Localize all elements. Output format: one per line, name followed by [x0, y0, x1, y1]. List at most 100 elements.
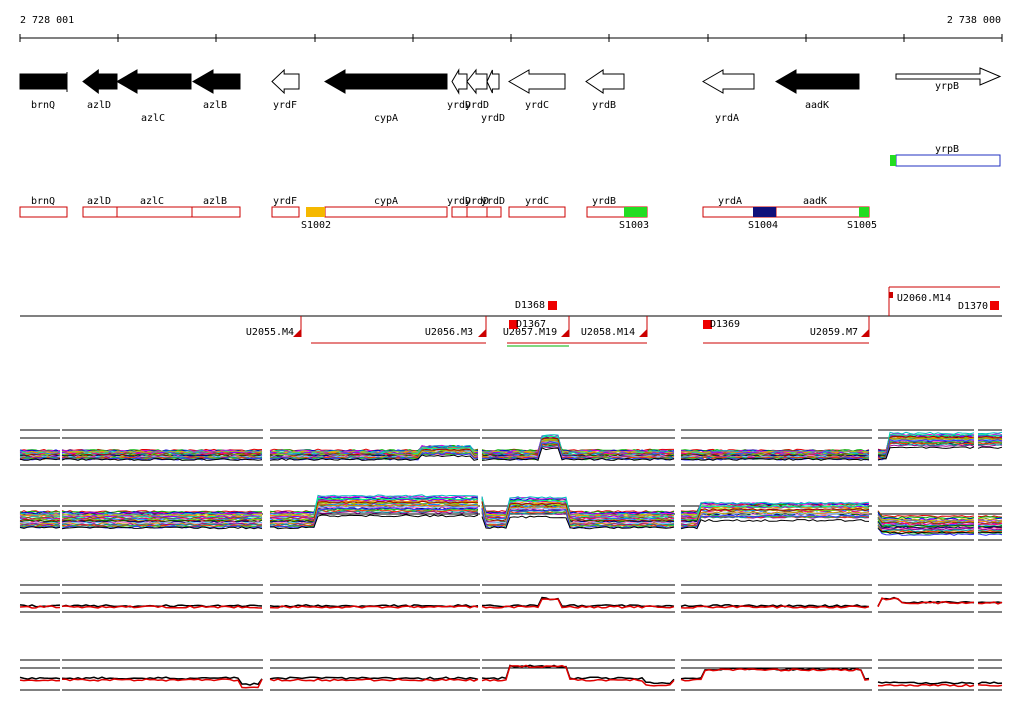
expression-series-line [61, 676, 263, 686]
gene-box [451, 206, 468, 218]
expression-series-line [680, 457, 870, 461]
gene-box-label: azlB [203, 196, 227, 207]
gene-arrow [323, 69, 448, 94]
gene-arrow [191, 69, 241, 94]
expression-series-line [269, 454, 479, 461]
expression-series-line [61, 521, 263, 525]
gene-box-label: aadK [803, 196, 827, 207]
tu-label: U2057.M19 [503, 327, 557, 338]
gene-box-label: yrdC [525, 196, 549, 207]
expression-panel [19, 659, 1003, 691]
transcription-unit-track: U2055.M4 U2056.M3 U2057.M19 U2058.M14 U2059.… [20, 286, 1002, 347]
tu-label: U2059.M7 [810, 327, 858, 338]
feature-label: D1369 [710, 319, 740, 330]
expression-series-line [877, 524, 975, 533]
expression-panel [19, 429, 1003, 466]
expression-series-line [19, 679, 61, 682]
gene-arrow [701, 69, 755, 94]
expression-panel [19, 494, 1003, 541]
feature-label: D1370 [958, 301, 988, 312]
expression-series-line [977, 522, 1003, 526]
expression-series-line [681, 504, 870, 519]
tu-label: U2055.M4 [246, 327, 294, 338]
gene-box-label: cypA [374, 196, 398, 207]
expression-series-line [680, 519, 870, 530]
expression-series-line [61, 510, 263, 514]
expression-series-line [269, 678, 479, 682]
expression-series-line [977, 446, 1003, 449]
expression-series-line [19, 524, 61, 528]
expression-series-line [680, 511, 870, 526]
binding-site-label: S1003 [619, 220, 649, 231]
expression-series-line [19, 519, 60, 523]
gene-label: azlD [87, 100, 111, 111]
expression-series-line [19, 513, 61, 517]
gene-box-label: brnQ [31, 196, 55, 207]
tu-marker [478, 329, 486, 337]
expression-series-line [61, 521, 263, 525]
gene-label: azlB [203, 100, 227, 111]
tu-marker [293, 329, 301, 337]
expression-series-line [977, 531, 1003, 534]
expression-series-line [269, 509, 479, 528]
expression-series-line [269, 444, 479, 454]
gene-label: yrdB [592, 100, 616, 111]
tu-label: U2058.M14 [581, 327, 635, 338]
expression-series-line [19, 457, 61, 461]
expression-series-line [680, 501, 870, 516]
gene-box-label: azlC [140, 196, 164, 207]
expression-series-line [877, 683, 975, 688]
feature-label: D1368 [515, 300, 545, 311]
expression-series-line [680, 668, 870, 682]
expression-series-line [977, 527, 1003, 531]
gene-arrow [774, 69, 860, 94]
gene-box-label: yrdD [481, 196, 505, 207]
gene-box-label: yrdB [592, 196, 616, 207]
gene-box [19, 206, 68, 218]
expression-series-line [977, 681, 1003, 685]
gene-label: yrdD [481, 113, 505, 124]
expression-series-line [481, 515, 675, 530]
expression-series-line [269, 504, 479, 526]
gene-arrow [466, 68, 488, 95]
expression-series-line [680, 514, 870, 529]
gene-box [82, 206, 118, 218]
expression-series-line [61, 605, 263, 609]
expression-series-line [269, 499, 479, 518]
expression-series-line [877, 439, 975, 461]
expression-series-line [877, 446, 975, 461]
gene-box [116, 206, 193, 218]
binding-site-label: S1004 [748, 220, 778, 231]
tu-label: U2060.M14 [897, 293, 951, 304]
gene-label: yrdA [715, 113, 739, 124]
expression-series-line [977, 525, 1003, 528]
expression-series-line [877, 431, 975, 453]
gene-box-label: yrdF [273, 196, 297, 207]
expression-series-line [481, 598, 675, 609]
expression-series-line [61, 450, 263, 454]
expression-series-line [877, 442, 974, 459]
gene-box [486, 206, 502, 218]
expression-series-line [877, 435, 975, 457]
expression-series-line [481, 447, 675, 461]
tu-marker [561, 329, 569, 337]
binding-site [753, 207, 776, 217]
expression-series-line [977, 435, 1003, 439]
tu-marker [639, 329, 647, 337]
expression-series-line [481, 664, 675, 687]
expression-series-line [19, 605, 61, 609]
feature-marker [509, 320, 518, 329]
gene-box [895, 154, 1001, 167]
expression-series-line [481, 496, 675, 516]
gene-label: azlC [141, 113, 165, 124]
binding-site-label: S1002 [301, 220, 331, 231]
feature-marker [990, 301, 999, 310]
expression-series-line [19, 516, 61, 520]
gene-arrow [451, 68, 468, 95]
expression-series-line [877, 681, 975, 685]
expression-series-line [61, 458, 263, 461]
expression-series-line [877, 528, 975, 534]
gene-label: yrpB [935, 81, 959, 92]
gene-box-label: yrdA [718, 196, 742, 207]
ruler-start-label: 2 728 001 [20, 15, 74, 26]
